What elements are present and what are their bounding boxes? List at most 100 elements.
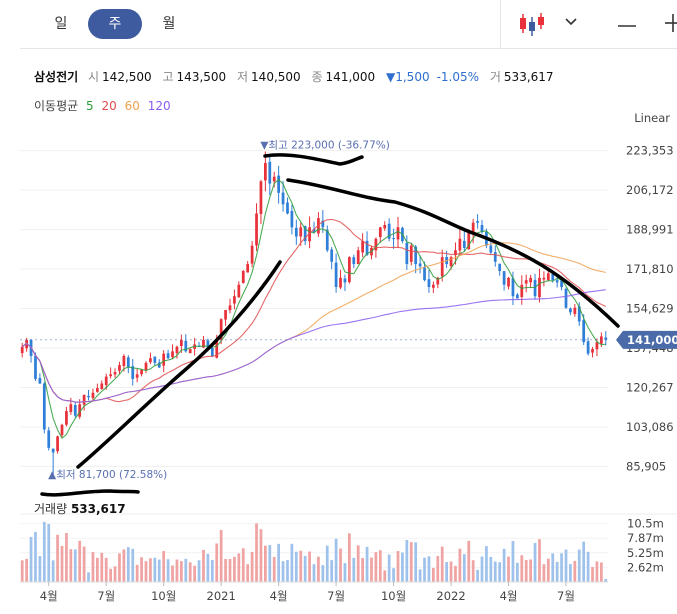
candle-body <box>277 175 281 193</box>
tab-weekly[interactable]: 주 <box>88 9 142 39</box>
candle-body <box>82 395 86 405</box>
candle-body <box>480 225 484 232</box>
candle-body <box>237 284 241 298</box>
crosshair-icon[interactable] <box>663 12 677 34</box>
volume-bar <box>263 545 267 582</box>
scale-mode-label[interactable]: Linear <box>634 111 670 125</box>
volume-bar <box>193 565 197 582</box>
volume-bar <box>383 570 387 582</box>
candle-body <box>334 262 338 288</box>
volume-bar <box>122 549 126 582</box>
header-divider <box>20 48 677 49</box>
volume-bar <box>493 561 497 582</box>
volume-bar <box>162 551 166 582</box>
candle-body <box>436 277 440 285</box>
volume-bar <box>38 556 42 582</box>
volume-bar <box>339 548 342 582</box>
candle-body <box>595 342 599 350</box>
candle-body <box>423 267 426 281</box>
candle-body <box>471 222 475 233</box>
candle-body <box>250 245 254 264</box>
volume-bar <box>440 546 444 582</box>
volume-bar <box>515 562 519 582</box>
volume-bar <box>157 559 161 582</box>
volume-bar <box>233 556 236 582</box>
volume-title: 거래량 <box>34 502 68 516</box>
volume-bar <box>604 579 608 582</box>
candle-body <box>392 238 395 240</box>
volume-bar <box>343 563 347 582</box>
volume-tick-label: 5.25m <box>627 546 664 560</box>
volume-bar <box>511 541 515 582</box>
candlestick-icon[interactable] <box>517 9 547 39</box>
volume-bar <box>374 552 378 582</box>
volume-bar <box>489 556 493 582</box>
candle-body <box>290 210 294 228</box>
candle-body <box>153 356 157 363</box>
volume-bar <box>312 564 316 582</box>
volume-bar <box>135 564 139 582</box>
volume-bar <box>476 569 479 582</box>
volume-bar <box>241 548 245 582</box>
candle-body <box>263 162 267 181</box>
candle-body <box>405 242 409 265</box>
volume-bar <box>317 556 320 582</box>
candle-body <box>140 369 143 375</box>
volume-bar <box>20 560 24 582</box>
volume-tick-label: 10.5m <box>627 517 664 531</box>
volume-bar <box>405 539 409 582</box>
volume-bar <box>378 550 382 582</box>
close-label: 종 <box>311 70 323 84</box>
volume-bar <box>445 562 449 582</box>
candle-body <box>343 278 347 283</box>
tab-monthly[interactable]: 월 <box>162 16 176 32</box>
candle-body <box>564 288 568 308</box>
candle-body <box>246 264 250 273</box>
low-label: 저 <box>237 70 249 84</box>
volume-bar <box>73 549 77 582</box>
tab-daily[interactable]: 일 <box>54 16 68 32</box>
candle-body <box>294 227 298 237</box>
candle-body <box>409 245 413 262</box>
candle-body <box>555 280 559 283</box>
ma-20-legend[interactable]: 20 <box>101 99 117 113</box>
ma-120-legend[interactable]: 120 <box>147 99 171 113</box>
candle-body <box>538 277 541 298</box>
volume-bar <box>392 568 395 582</box>
volume-bar <box>42 521 46 582</box>
candle-body <box>166 353 170 359</box>
candle-body <box>352 257 356 265</box>
volume-bar <box>569 564 572 582</box>
candle-body <box>347 257 351 283</box>
candle-body <box>582 319 586 343</box>
volume-bar <box>78 540 82 582</box>
x-tick-label: 2022 <box>436 589 465 603</box>
ma-5-legend[interactable]: 5 <box>86 99 94 113</box>
volume-bar <box>595 561 599 582</box>
chevron-down-icon[interactable] <box>564 14 578 28</box>
candle-body <box>378 227 382 237</box>
candle-body <box>356 250 360 265</box>
candle-body <box>502 271 506 285</box>
candle-body <box>476 221 479 223</box>
volume-bar <box>179 561 183 582</box>
volume-tick-label: 7.87m <box>627 531 664 545</box>
candle-body <box>100 383 104 390</box>
volume-bar <box>140 557 143 582</box>
open-value: 142,500 <box>102 70 152 84</box>
candle-body <box>219 319 223 341</box>
horizontal-line-icon[interactable] <box>616 16 638 27</box>
volume-bar <box>449 561 453 582</box>
ma-60-legend[interactable]: 60 <box>124 99 140 113</box>
candle-body <box>38 377 42 384</box>
volume-bar <box>100 552 104 582</box>
volume-bar <box>573 560 577 582</box>
volume-bar <box>414 542 418 582</box>
candle-body <box>440 257 444 277</box>
volume-bar <box>29 536 33 582</box>
annotation-stroke <box>286 178 620 328</box>
y-tick-label: 223,353 <box>626 144 674 158</box>
volume-bar <box>365 546 369 582</box>
volume-title-value: 533,617 <box>70 502 126 516</box>
